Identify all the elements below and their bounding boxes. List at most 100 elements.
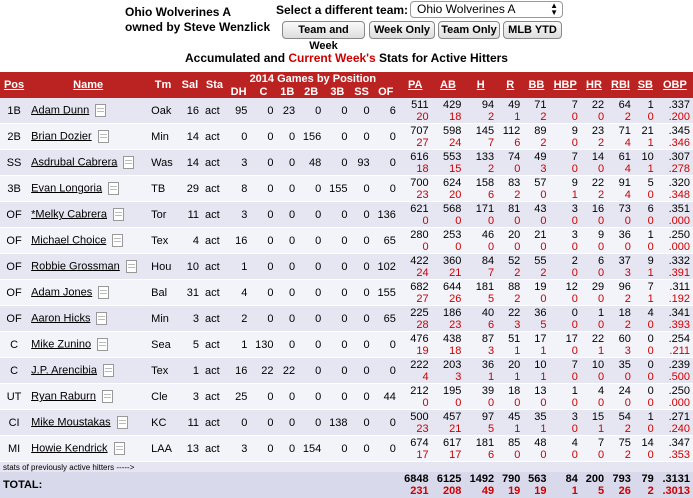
col-2b: 2B xyxy=(298,85,325,98)
player-link[interactable]: Evan Longoria xyxy=(31,182,103,195)
col-ab[interactable]: AB xyxy=(431,72,465,98)
stat-ytd: 17 xyxy=(565,332,578,345)
cell-games: 8 xyxy=(226,175,251,202)
player-link[interactable]: Adam Jones xyxy=(31,286,93,299)
week-only-button[interactable]: Week Only xyxy=(369,21,435,39)
player-link[interactable]: Mike Moustakas xyxy=(31,416,111,429)
col-sb[interactable]: SB xyxy=(633,72,657,98)
note-icon[interactable] xyxy=(113,442,125,455)
stat-week: 1 xyxy=(514,110,521,123)
stat-week: 0 xyxy=(624,396,631,409)
stat-ytd: 19 xyxy=(534,280,547,293)
team-owner: owned by Steve Wenzlick xyxy=(125,20,271,34)
stat-ytd: 360 xyxy=(443,254,462,267)
stat-ytd: 3 xyxy=(571,410,578,423)
stat-week: .211 xyxy=(669,344,690,357)
cell-stat: 225 28 xyxy=(398,305,432,332)
stat-ytd: 64 xyxy=(618,98,631,111)
team-only-button[interactable]: Team Only xyxy=(438,21,500,39)
cell-games: 0 xyxy=(276,305,299,332)
note-icon[interactable] xyxy=(95,104,107,117)
player-link[interactable]: Asdrubal Cabrera xyxy=(31,156,118,169)
cell-stat: 73 0 xyxy=(607,201,634,228)
col-pa[interactable]: PA xyxy=(398,72,432,98)
stat-week: 17 xyxy=(416,448,429,461)
stat-ytd: .341 xyxy=(668,306,690,319)
player-link[interactable]: Mike Zunino xyxy=(31,338,92,351)
player-link[interactable]: Robbie Grossman xyxy=(31,260,120,273)
stat-ytd: 40 xyxy=(481,306,495,319)
stat-week: 0 xyxy=(647,422,654,435)
col-hr[interactable]: HR xyxy=(580,72,608,98)
cell-games: 0 xyxy=(226,409,251,436)
cell-stat: 222 4 xyxy=(398,357,432,384)
cell-stat: 15 1 xyxy=(580,409,608,436)
stat-week: 0 xyxy=(597,292,605,305)
total-week: 19 xyxy=(534,485,547,497)
stat-ytd: 87 xyxy=(481,332,495,345)
player-link[interactable]: J.P. Arencibia xyxy=(31,364,97,377)
cell-games: 0 xyxy=(250,149,277,176)
col-bb[interactable]: BB xyxy=(523,72,550,98)
stat-ytd: 54 xyxy=(618,410,631,423)
player-link[interactable]: Ryan Raburn xyxy=(31,390,96,403)
note-icon[interactable] xyxy=(112,208,124,221)
note-icon[interactable] xyxy=(101,390,113,403)
col-r[interactable]: R xyxy=(497,72,524,98)
note-icon[interactable] xyxy=(125,260,137,273)
stat-ytd: 17 xyxy=(534,332,547,345)
note-icon[interactable] xyxy=(102,364,114,377)
col-pos[interactable]: Pos xyxy=(0,72,29,98)
stat-week: 2 xyxy=(540,266,547,279)
note-icon[interactable] xyxy=(96,312,108,325)
stat-week: 23 xyxy=(416,422,429,435)
cell-pos: OF xyxy=(0,201,29,228)
stat-ytd: 18 xyxy=(618,306,631,319)
mlb-ytd-button[interactable]: MLB YTD xyxy=(503,21,562,39)
stat-week: 0 xyxy=(647,396,654,409)
player-link[interactable]: Michael Choice xyxy=(31,234,107,247)
col-hbp[interactable]: HBP xyxy=(549,72,581,98)
player-link[interactable]: Brian Dozier xyxy=(31,130,92,143)
stat-week: 18 xyxy=(416,162,429,175)
stat-week: 0 xyxy=(571,370,578,383)
note-icon[interactable] xyxy=(108,182,120,195)
total-week: 231 xyxy=(410,485,429,497)
note-icon[interactable] xyxy=(97,338,109,351)
cell-stat: 89 2 xyxy=(523,123,550,150)
cell-pos: CI xyxy=(0,409,29,436)
note-icon[interactable] xyxy=(112,234,124,247)
cell-games: 0 xyxy=(372,175,399,202)
cell-stat: 14 0 xyxy=(633,435,657,462)
totals-label: TOTAL: xyxy=(0,472,399,498)
player-link[interactable]: *Melky Cabrera xyxy=(31,208,107,221)
cell-games: 0 xyxy=(276,175,299,202)
col-obp[interactable]: OBP xyxy=(656,72,693,98)
cell-stat: 45 1 xyxy=(497,409,524,436)
note-icon[interactable] xyxy=(97,130,109,143)
col-h[interactable]: H xyxy=(464,72,498,98)
note-icon[interactable] xyxy=(123,156,135,169)
col-rbi[interactable]: RBI xyxy=(607,72,634,98)
player-link[interactable]: Adam Dunn xyxy=(31,104,90,117)
player-link[interactable]: Aaron Hicks xyxy=(31,312,91,325)
note-icon[interactable] xyxy=(98,286,110,299)
cell-sta: act xyxy=(202,435,227,462)
cell-games: 2 xyxy=(226,305,251,332)
team-and-week-button[interactable]: Team and Week xyxy=(282,21,365,52)
stat-week: 17 xyxy=(449,448,462,461)
stat-week: 0 xyxy=(514,162,521,175)
note-icon[interactable] xyxy=(116,416,128,429)
cell-games: 44 xyxy=(372,383,399,410)
cell-stat: 476 19 xyxy=(398,331,432,358)
team-select[interactable]: Ohio Wolverines A ▲ ▼ xyxy=(410,1,563,18)
stat-week: 2 xyxy=(624,422,631,435)
cell-sta: act xyxy=(202,227,227,254)
player-link[interactable]: Howie Kendrick xyxy=(31,442,108,455)
stat-week: 0 xyxy=(571,448,578,461)
stat-ytd: 23 xyxy=(591,124,605,137)
cell-games: 102 xyxy=(372,253,399,280)
col-name[interactable]: Name xyxy=(28,72,149,98)
